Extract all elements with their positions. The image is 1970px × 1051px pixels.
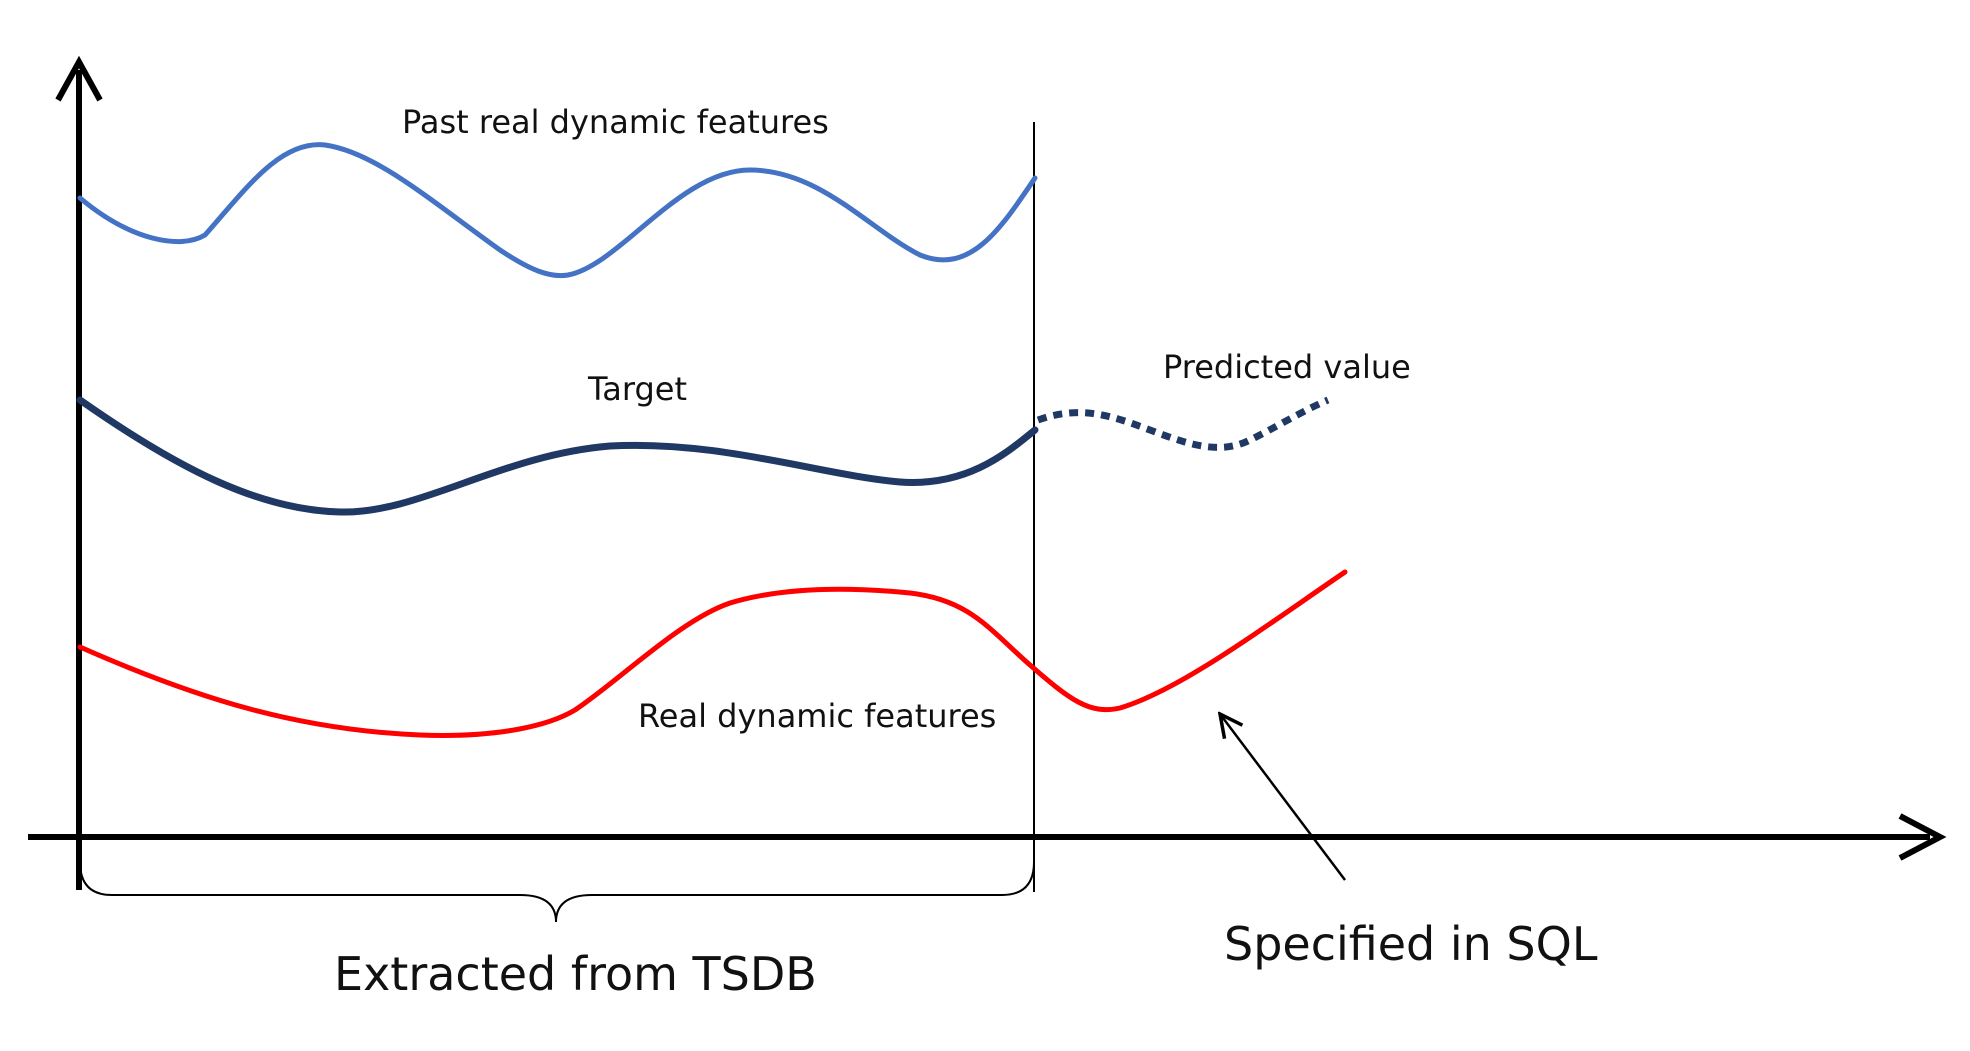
y-axis-arrowhead — [55, 55, 103, 102]
extracted-from-tsdb-label: Extracted from TSDB — [334, 947, 817, 1001]
history-range-brace — [79, 861, 1035, 923]
y-axis — [55, 55, 103, 890]
target-curve — [76, 396, 1039, 516]
real-features-curve — [77, 569, 1348, 738]
target-label: Target — [587, 370, 687, 408]
real-features-label: Real dynamic features — [638, 697, 996, 735]
past-features-label: Past real dynamic features — [402, 103, 829, 141]
past-features-curve — [77, 142, 1038, 279]
predicted-value-curve — [1036, 396, 1330, 451]
x-axis-arrowhead — [1898, 813, 1947, 861]
specified-in-sql-label: Specified in SQL — [1224, 917, 1598, 971]
x-axis — [28, 813, 1947, 861]
specified-pointer-arrow — [1220, 714, 1346, 881]
predicted-value-label: Predicted value — [1163, 348, 1411, 386]
